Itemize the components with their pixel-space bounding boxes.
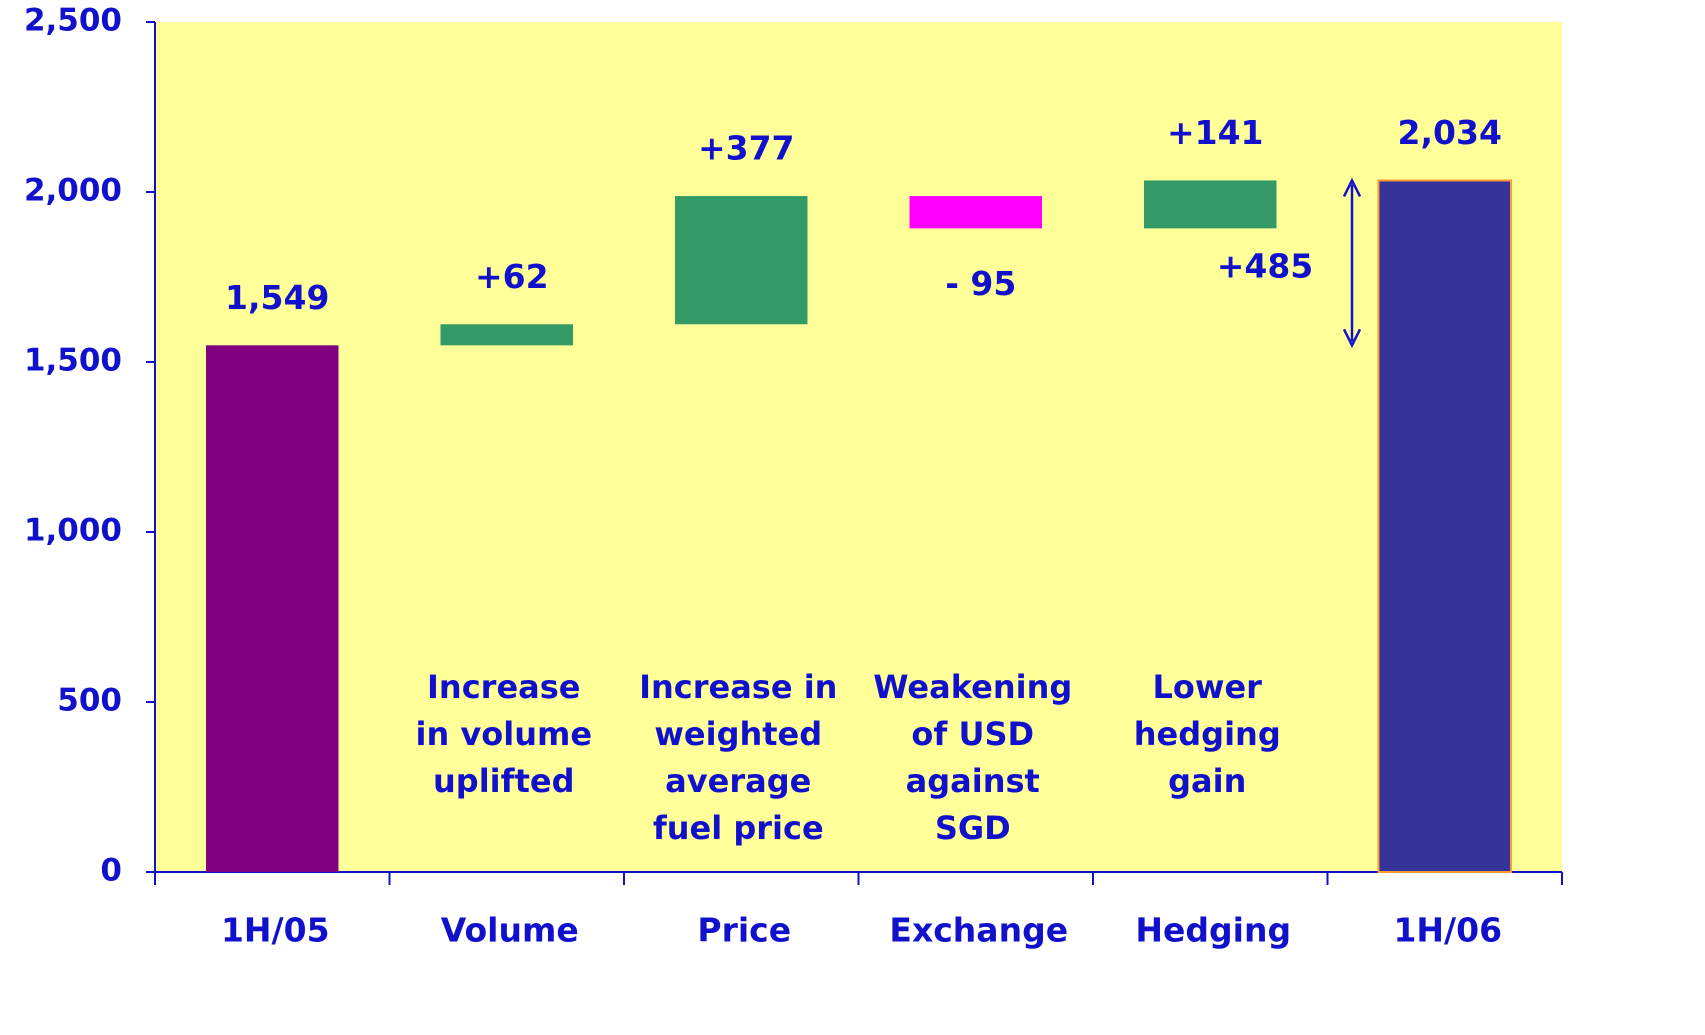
bar <box>675 196 808 325</box>
description: gain <box>1168 762 1246 800</box>
x-tick-label: Hedging <box>1135 911 1291 950</box>
description: weighted <box>654 715 822 753</box>
x-tick-label: 1H/06 <box>1393 911 1502 950</box>
description: in volume <box>415 715 592 753</box>
y-tick-label: 1,000 <box>24 513 122 549</box>
arrow-head <box>1342 328 1362 349</box>
value-label: +141 <box>1167 113 1264 152</box>
value-label: 1,549 <box>225 278 329 317</box>
description: hedging <box>1134 715 1281 753</box>
arrow-head <box>1342 177 1362 197</box>
y-tick-label: 1,500 <box>24 343 122 379</box>
description: Lower <box>1153 668 1263 706</box>
description: Increase in <box>639 668 837 706</box>
description: Increase <box>427 668 580 706</box>
bar <box>1377 179 1512 873</box>
value-label: +62 <box>475 257 549 296</box>
y-tick-label: 2,500 <box>24 3 122 39</box>
description: SGD <box>935 809 1011 847</box>
description: Weakening <box>873 668 1072 706</box>
x-tick-label: Exchange <box>889 911 1068 950</box>
x-tick-label: Price <box>697 911 791 950</box>
description: fuel price <box>653 809 824 847</box>
description: uplifted <box>433 762 574 800</box>
y-tick-label: 2,000 <box>24 173 122 209</box>
value-label: 2,034 <box>1398 113 1502 152</box>
y-tick-label: 0 <box>100 853 122 889</box>
bar <box>909 196 1042 229</box>
bar <box>206 345 339 873</box>
description: average <box>665 762 811 800</box>
plot-area <box>155 22 1562 872</box>
value-label: +377 <box>698 129 795 168</box>
value-label: - 95 <box>945 264 1016 303</box>
x-tick-label: Volume <box>441 911 579 950</box>
bar <box>440 324 573 346</box>
description: against <box>906 762 1040 800</box>
x-tick-label: 1H/05 <box>221 911 330 950</box>
annotation: +485 <box>1217 247 1314 286</box>
description: of USD <box>911 715 1034 753</box>
bar <box>1144 180 1277 229</box>
y-tick-label: 500 <box>57 683 122 719</box>
